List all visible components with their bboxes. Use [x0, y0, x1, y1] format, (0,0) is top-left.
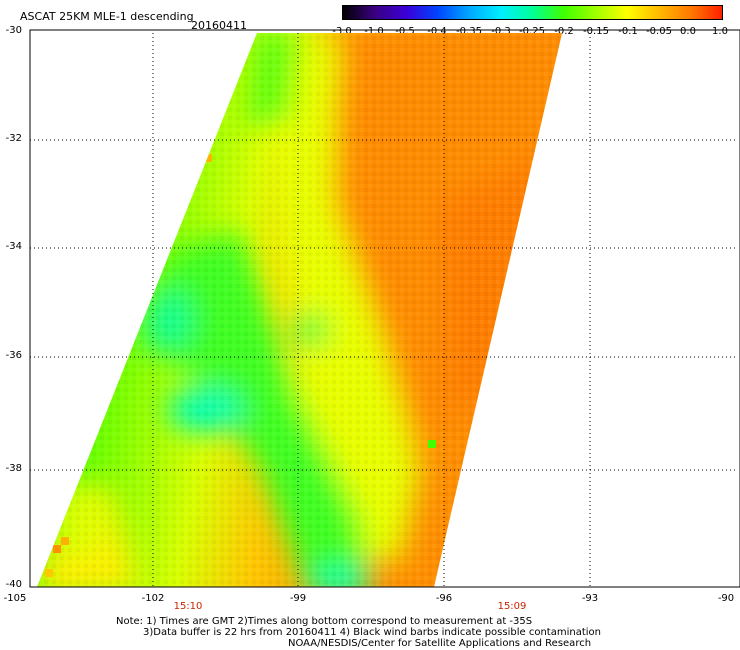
map-date: 20160411	[191, 19, 247, 32]
colorbar-label: -0.2	[554, 26, 574, 37]
colorbar-label: -0.35	[456, 26, 482, 37]
lat-label: -36	[5, 350, 22, 361]
colorbar-label: 0.0	[680, 26, 696, 37]
note-line: NOAA/NESDIS/Center for Satellite Applica…	[288, 638, 592, 649]
note-line: Note: 1) Times are GMT 2)Times along bot…	[116, 616, 533, 627]
graticule	[30, 33, 735, 587]
lon-label: -90	[717, 593, 735, 604]
colorbar-label: -0.3	[491, 26, 511, 37]
note-line: 3)Data buffer is 22 hrs from 20160411 4)…	[143, 627, 601, 638]
colorbar-label: -0.25	[519, 26, 545, 37]
colorbar-label: -0.15	[583, 26, 609, 37]
colorbar-label: 1.0	[712, 26, 728, 37]
lon-label: -105	[3, 593, 27, 604]
lat-label: -38	[5, 463, 22, 474]
colorbar-label: -0.1	[618, 26, 638, 37]
lat-label: -34	[5, 241, 22, 252]
colorbar-label: -1.0	[364, 26, 384, 37]
lon-label: -96	[435, 593, 453, 604]
lat-label: -40	[5, 579, 22, 590]
lon-label: -102	[141, 593, 165, 604]
colorbar-label: -0.4	[427, 26, 447, 37]
lat-label: -30	[5, 25, 22, 36]
lat-label: -32	[5, 133, 22, 144]
colorbar-label: -0.05	[646, 26, 672, 37]
swath-data	[37, 33, 562, 587]
colorbar-label: -3.0	[332, 26, 352, 37]
pass-time-label: 15:10	[173, 601, 203, 612]
pass-time-label: 15:09	[497, 601, 527, 612]
lon-label: -93	[581, 593, 599, 604]
colorbar-label: -0.5	[395, 26, 415, 37]
lon-label: -99	[289, 593, 307, 604]
map-title: ASCAT 25KM MLE-1 descending	[20, 10, 194, 23]
color-scale-bar	[342, 5, 723, 20]
